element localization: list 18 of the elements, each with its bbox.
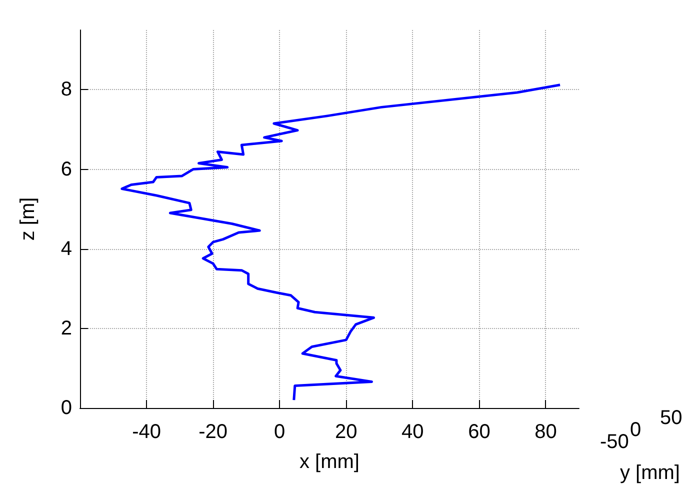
x-tick-label: -20 — [198, 421, 228, 443]
y-tick-label: 0 — [60, 397, 72, 419]
x-tick-label: 0 — [274, 421, 286, 443]
y-tick-label: 2 — [60, 317, 72, 340]
y-tick-label: 8 — [60, 78, 72, 101]
text: y [mm] — [620, 462, 680, 484]
text: 50 — [660, 407, 682, 429]
x-tick-label: 80 — [534, 421, 557, 443]
y-tick-label: 4 — [60, 238, 72, 260]
x-tick-label: -40 — [132, 421, 161, 443]
x-axis-title: x [mm] — [300, 451, 360, 473]
text: -50 — [600, 431, 629, 453]
line-series — [120, 84, 562, 402]
y-axis-title: z [m] — [17, 197, 39, 241]
x-tick-label: 40 — [402, 421, 424, 443]
x-tick-label: 20 — [335, 421, 358, 443]
x-tick-label: 60 — [468, 421, 490, 443]
y-tick-label: 6 — [60, 158, 72, 180]
